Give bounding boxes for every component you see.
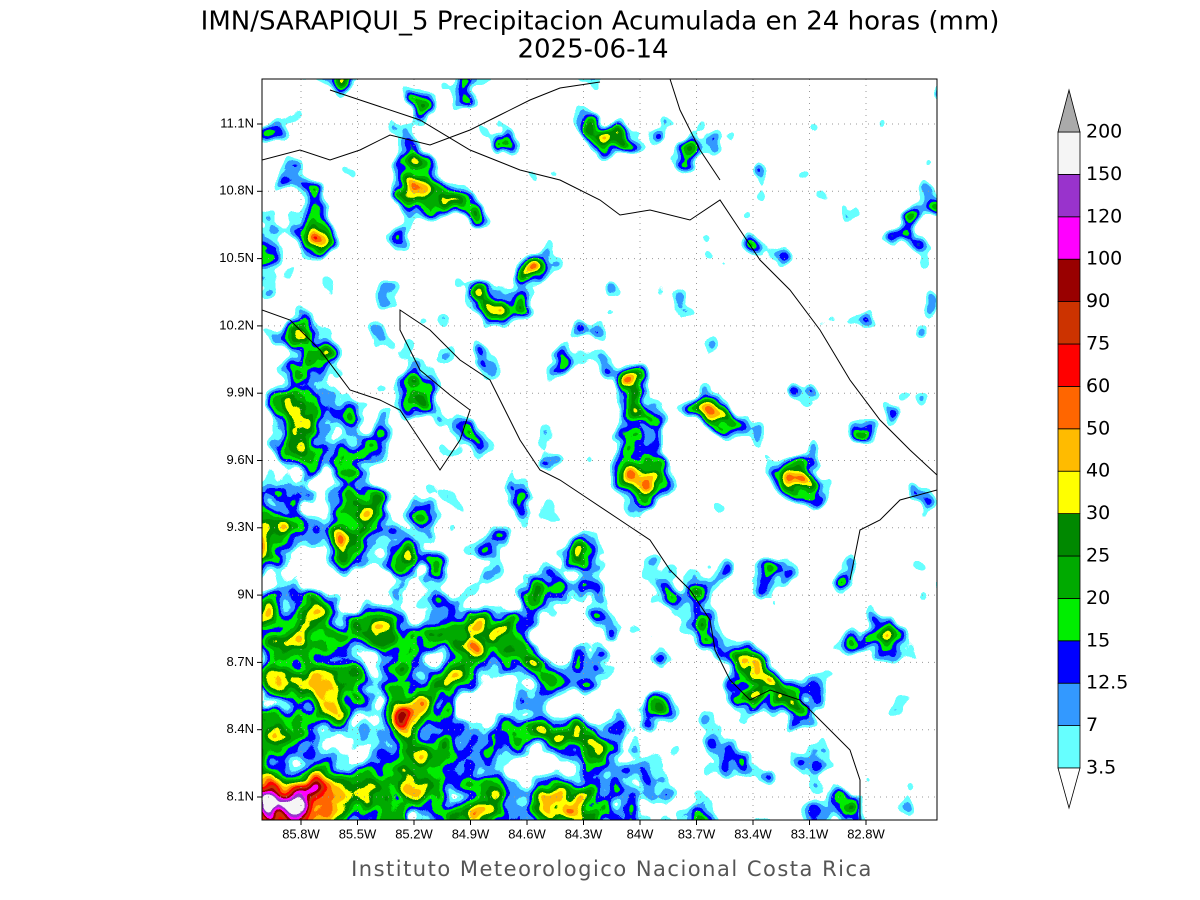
colorbar-label: 60 (1086, 375, 1110, 397)
map-frame (261, 78, 938, 821)
x-tick-label: 84.3W (565, 826, 603, 841)
colorbar-box (1057, 216, 1081, 260)
y-tick-label: 9N (237, 587, 254, 602)
colorbar-label: 7 (1086, 714, 1098, 736)
colorbar-label: 30 (1086, 502, 1110, 524)
colorbar-label: 15 (1086, 629, 1110, 651)
x-tick-label: 85.2W (395, 826, 433, 841)
pacific-coast (262, 309, 861, 820)
x-tick-label: 85.8W (282, 826, 320, 841)
x-tick-label: 82.8W (847, 826, 885, 841)
colorbar-label: 120 (1086, 205, 1122, 227)
title: IMN/SARAPIQUI_5 Precipitacion Acumulada … (201, 7, 1000, 37)
precip-field (262, 79, 937, 820)
colorbar-label: 100 (1086, 248, 1122, 270)
colorbar-box (1057, 428, 1081, 472)
river-border (669, 79, 721, 181)
colorbar-label: 20 (1086, 587, 1110, 609)
colorbar-box (1057, 682, 1081, 727)
y-tick-label: 10.8N (219, 183, 254, 198)
colorbar-box (1057, 131, 1081, 175)
x-tick-label: 84W (627, 826, 654, 841)
colorbar-label: 40 (1086, 460, 1110, 482)
colorbar-label: 200 (1086, 121, 1122, 143)
y-tick-label: 10.2N (219, 317, 254, 332)
map-area (262, 79, 937, 820)
y-tick-label: 11.1N (220, 115, 254, 130)
colorbar-label: 90 (1086, 290, 1110, 312)
footer: Instituto Meteorologico Nacional Costa R… (351, 857, 873, 881)
colorbar-label: 25 (1086, 545, 1110, 567)
subtitle: 2025-06-14 (517, 35, 668, 65)
colorbar-box (1057, 640, 1081, 684)
colorbar-box (1057, 173, 1081, 218)
coastlines (262, 79, 937, 820)
x-tick-label: 83.1W (791, 826, 829, 841)
colorbar-under (1057, 767, 1081, 810)
y-tick-label: 8.4N (227, 721, 254, 736)
x-tick-label: 84.9W (452, 826, 490, 841)
y-tick-label: 8.1N (227, 788, 254, 803)
y-tick-label: 9.6N (227, 452, 254, 467)
x-tick-label: 83.7W (678, 826, 716, 841)
colorbar-box (1057, 343, 1081, 387)
colorbar-box (1057, 725, 1081, 769)
y-tick-label: 10.5N (219, 250, 254, 265)
colorbar-over (1057, 88, 1081, 133)
caribbean-coast (329, 89, 937, 476)
border (262, 81, 601, 161)
colorbar-label: 12.5 (1086, 672, 1128, 694)
colorbar-box (1057, 301, 1081, 345)
y-tick-label: 9.9N (227, 385, 254, 400)
colorbar-label: 75 (1086, 333, 1110, 355)
panama-border (849, 489, 937, 581)
x-tick-label: 85.5W (339, 826, 377, 841)
colorbar-label: 3.5 (1086, 757, 1116, 779)
x-tick-label: 83.4W (734, 826, 772, 841)
colorbar-box (1057, 598, 1081, 642)
y-tick-label: 9.3N (227, 519, 254, 534)
colorbar-box (1057, 385, 1081, 430)
colorbar: 3.5 7 12.5 15 20 25 30 40 50 60 75 90 100 120 150 200 (1057, 88, 1128, 810)
colorbar-box (1057, 555, 1081, 599)
x-tick-label: 84.6W (508, 826, 546, 841)
colorbar-box (1057, 470, 1081, 515)
colorbar-label: 150 (1086, 163, 1122, 185)
colorbar-label: 50 (1086, 417, 1110, 439)
y-tick-label: 8.7N (227, 654, 254, 669)
colorbar-box (1057, 258, 1081, 303)
colorbar-box (1057, 513, 1081, 557)
